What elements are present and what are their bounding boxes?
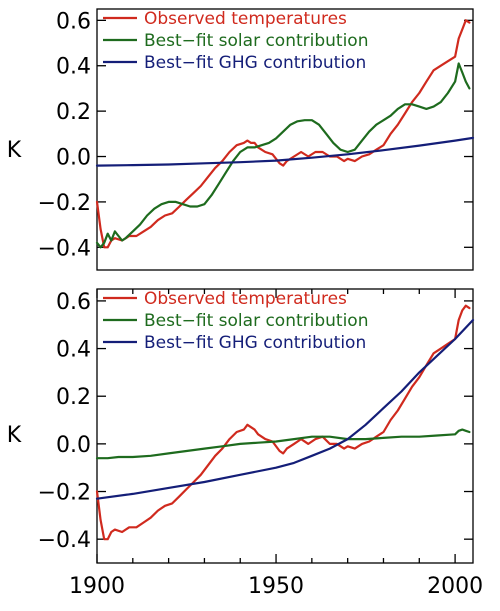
y-tick-labels: −0.4 −0.2 0.0 0.2 0.4 0.6 [38,9,91,261]
legend-label: Best−fit solar contribution [144,311,369,331]
y-tick-label: 0.6 [56,9,91,34]
y-tick-labels: −0.4 −0.2 0.0 0.2 0.4 0.6 [38,290,91,553]
legend-entry-observed: Observed temperatures [103,289,347,309]
legend-entry-ghg: Best−fit GHG contribution [103,333,366,353]
series-lines [95,19,475,249]
y-tick-label: −0.2 [38,191,91,216]
series-observed-line [95,304,471,541]
legend-label: Observed temperatures [144,289,347,309]
y-tick-label: 0.2 [56,100,91,125]
plot-frame [96,8,474,271]
series-ghg-line [95,136,475,167]
y-tick-label: 0.6 [56,290,91,315]
series-ghg-line [95,318,475,500]
legend-entry-solar: Best−fit solar contribution [103,311,369,331]
y-tick-label: 0.4 [56,338,91,363]
legend-entry-solar: Best−fit solar contribution [103,31,369,51]
series-solar-line [95,428,471,460]
y-axis-label: K [7,138,22,163]
panel-bottom: K −0.4 −0.2 0.0 0.2 0.4 0.6 1900 1950 2000 Obse… [7,288,483,599]
y-tick-label: 0.0 [56,433,91,458]
series-lines [95,304,475,541]
y-tick-label: 0.2 [56,385,91,410]
legend-label: Observed temperatures [144,9,347,29]
series-observed-line [95,19,471,249]
legend-entry-observed: Observed temperatures [103,9,347,29]
series-solar-line [95,62,471,249]
plot-frame [96,288,474,564]
y-tick-label: −0.2 [38,481,91,506]
y-axis-label: K [7,423,22,448]
legend-label: Best−fit solar contribution [144,31,369,51]
x-tick-label: 1950 [248,574,304,599]
legend-entry-ghg: Best−fit GHG contribution [103,53,366,73]
y-tick-label: −0.4 [38,528,91,553]
x-tick-label: 2000 [427,574,483,599]
y-tick-label: −0.4 [38,236,91,261]
panel-top: K −0.4 −0.2 0.0 0.2 0.4 0.6 Observed temperat… [7,8,475,271]
y-tick-label: 0.4 [56,55,91,80]
x-ticks [96,289,456,563]
legend-label: Best−fit GHG contribution [144,53,366,73]
y-tick-label: 0.0 [56,146,91,171]
legend-label: Best−fit GHG contribution [144,333,366,353]
x-tick-labels: 1900 1950 2000 [69,574,483,599]
x-tick-label: 1900 [69,574,125,599]
